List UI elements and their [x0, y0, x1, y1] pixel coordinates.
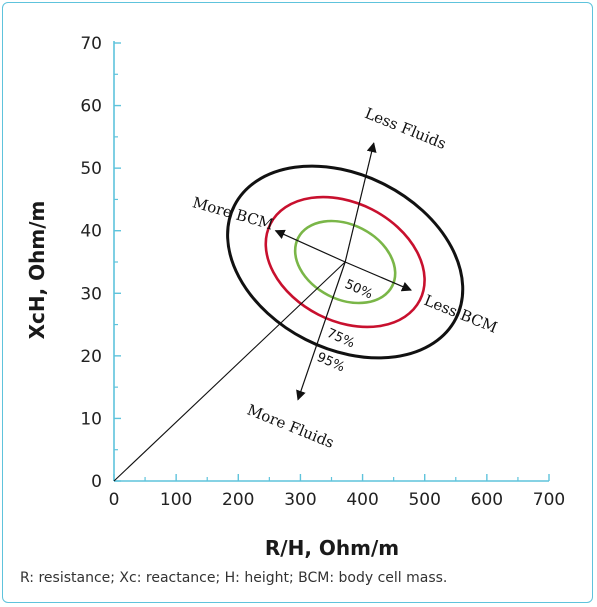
arrow-more-fluids [296, 261, 346, 401]
axes: 0 100 200 300 400 500 600 700 0 10 20 30 40 50 60 70 [80, 34, 565, 510]
plot-area [113, 142, 465, 482]
y-tick-label: 30 [80, 284, 102, 304]
y-axis-title: XcH, Ohm/m [25, 201, 49, 340]
x-tick-label: 600 [471, 490, 503, 510]
arrow-less-fluids [344, 142, 377, 263]
x-tick-label: 200 [222, 490, 254, 510]
y-tick-label: 50 [80, 159, 102, 179]
x-tick-label: 700 [533, 490, 565, 510]
annotation-more-bcm: More BCM [190, 193, 275, 233]
annotation-more-fluids: More Fluids [244, 401, 336, 452]
x-tick-label: 0 [109, 490, 120, 510]
y-tick-label: 10 [80, 409, 102, 429]
arrow-less-bcm [344, 261, 412, 292]
x-tick-label: 400 [346, 490, 378, 510]
x-tick-label: 500 [408, 490, 440, 510]
y-tick-label: 60 [80, 97, 102, 117]
footnote: R: resistance; Xc: reactance; H: height;… [20, 570, 448, 586]
ellipse-75-percent [264, 195, 426, 329]
x-tick-label: 100 [160, 490, 192, 510]
vector-line [113, 261, 346, 482]
percent-label: 50% [342, 277, 375, 302]
x-axis-title: R/H, Ohm/m [265, 536, 399, 560]
annotation-less-fluids: Less Fluids [362, 104, 448, 153]
percent-label: 75% [324, 326, 357, 351]
y-tick-label: 70 [80, 34, 102, 54]
y-tick-label: 40 [80, 222, 102, 242]
ellipse-50-percent [293, 219, 397, 305]
y-tick-label: 20 [80, 347, 102, 367]
x-tick-label: 300 [284, 490, 316, 510]
arrow-more-bcm [274, 229, 346, 263]
y-tick-label: 0 [91, 472, 102, 492]
ellipse-95-percent [226, 164, 465, 360]
